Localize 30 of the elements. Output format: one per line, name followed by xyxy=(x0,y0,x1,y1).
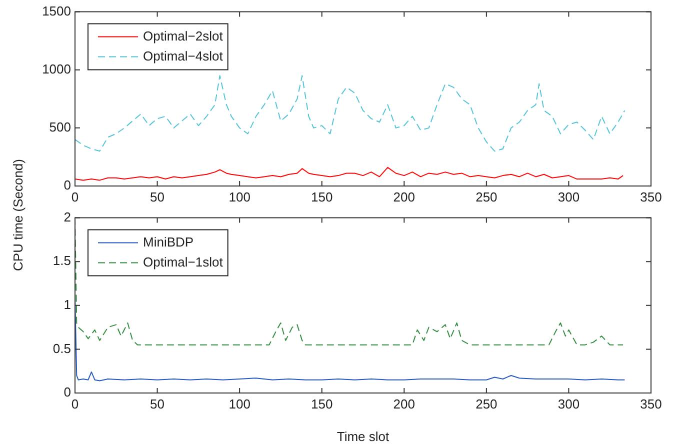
legend-label: MiniBDP xyxy=(143,234,194,250)
y-tick-label: 500 xyxy=(49,120,71,135)
y-tick-label: 0 xyxy=(64,178,71,193)
y-axis-title: CPU time (Second) xyxy=(10,159,26,271)
y-tick-label: 1000 xyxy=(42,61,71,76)
x-tick-label: 300 xyxy=(558,189,580,204)
y-tick-label: 0.5 xyxy=(52,340,71,356)
line-series xyxy=(75,75,626,152)
x-tick-label: 200 xyxy=(393,189,415,204)
x-axis-title: Time slot xyxy=(336,428,390,444)
x-tick-label: 250 xyxy=(476,396,498,412)
x-tick-label: 250 xyxy=(476,189,498,204)
x-tick-label: 100 xyxy=(228,189,250,204)
x-tick-label: 200 xyxy=(393,396,415,412)
legend-label: Optimal−1slot xyxy=(143,254,224,270)
legend-label: Optimal−2slot xyxy=(143,28,224,44)
x-tick-label: 50 xyxy=(150,396,165,412)
x-tick-label: 350 xyxy=(640,396,662,412)
x-tick-label: 50 xyxy=(150,189,165,204)
x-tick-label: 300 xyxy=(558,396,580,412)
x-tick-label: 100 xyxy=(228,396,250,412)
x-tick-label: 150 xyxy=(311,189,333,204)
x-tick-label: 350 xyxy=(640,189,662,204)
y-tick-label: 2 xyxy=(64,209,71,224)
y-tick-label: 1 xyxy=(64,296,71,312)
legend-label: Optimal−4slot xyxy=(143,48,224,64)
x-tick-label: 150 xyxy=(311,396,333,412)
y-tick-label: 1.5 xyxy=(52,253,71,268)
y-tick-label: 0 xyxy=(64,384,71,400)
y-tick-label: 1500 xyxy=(42,3,71,18)
